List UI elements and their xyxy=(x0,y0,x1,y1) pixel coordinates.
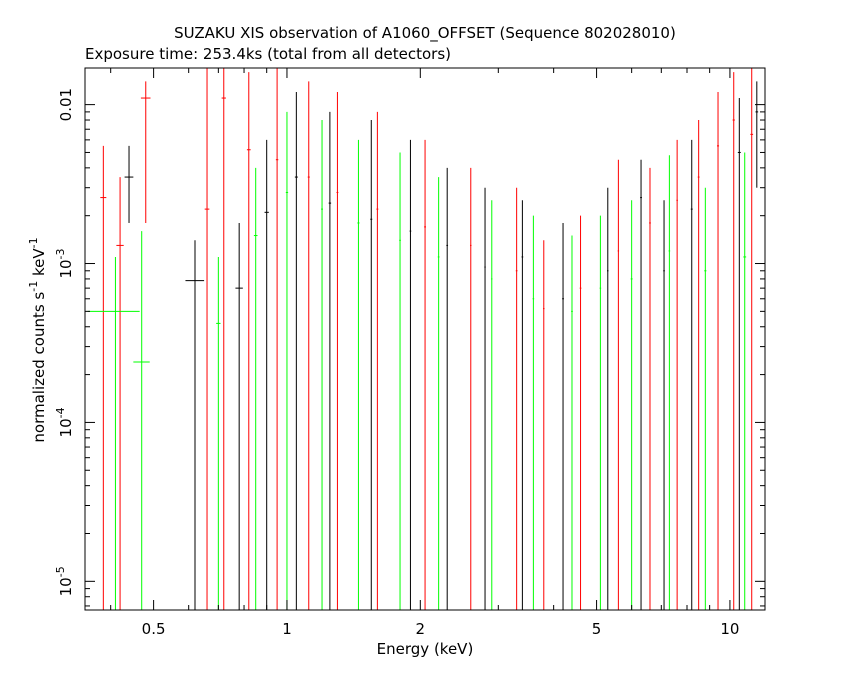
data-point xyxy=(376,111,379,610)
data-point xyxy=(204,68,210,610)
x-tick-label: 5 xyxy=(592,620,602,638)
data-point xyxy=(399,152,401,610)
y-axis-label-sup-2: -1 xyxy=(27,237,40,248)
x-tick-label: 0.5 xyxy=(142,620,166,638)
data-point xyxy=(294,92,298,610)
data-point xyxy=(617,159,620,610)
data-point xyxy=(755,81,759,188)
data-point xyxy=(116,177,124,610)
data-point xyxy=(185,240,205,610)
data-point xyxy=(697,120,700,610)
data-point xyxy=(321,120,323,610)
y-tick-label: 0.01 xyxy=(57,88,75,121)
plot-frame xyxy=(84,67,766,611)
y-tick-exponent: -5 xyxy=(54,566,67,577)
chart-subtitle: Exposure time: 253.4ks (total from all d… xyxy=(85,45,451,63)
y-tick-base: 10 xyxy=(57,418,75,437)
y-tick-exponent: -4 xyxy=(54,407,67,418)
x-axis-label: Energy (keV) xyxy=(377,640,474,658)
data-point xyxy=(87,256,140,610)
y-tick-base: 10 xyxy=(57,577,75,596)
y-tick-label: 10-4 xyxy=(54,407,75,437)
x-tick-label: 1 xyxy=(282,620,292,638)
data-point xyxy=(690,139,693,610)
data-point xyxy=(732,72,735,610)
data-point xyxy=(543,240,545,610)
data-point xyxy=(357,139,360,610)
data-point xyxy=(579,215,582,610)
data-point xyxy=(649,167,651,610)
data-point xyxy=(100,145,107,610)
data-point xyxy=(370,120,373,610)
series-1 xyxy=(100,68,754,610)
data-point xyxy=(484,187,486,610)
data-point xyxy=(515,187,518,610)
data-point xyxy=(737,98,741,610)
data-point xyxy=(246,72,251,610)
y-tick-exponent: -3 xyxy=(54,248,67,259)
data-point xyxy=(285,111,289,610)
data-point xyxy=(704,187,707,610)
x-tick-label: 10 xyxy=(720,620,739,638)
data-point xyxy=(571,235,573,610)
data-point xyxy=(676,139,678,610)
data-point xyxy=(140,81,151,223)
data-point xyxy=(275,68,279,610)
data-point xyxy=(716,92,720,610)
data-point xyxy=(124,145,134,223)
series-2 xyxy=(87,111,747,610)
data-point xyxy=(743,152,747,610)
data-point xyxy=(491,200,493,610)
data-point xyxy=(607,187,609,610)
data-point xyxy=(235,222,243,610)
data-point xyxy=(668,155,671,610)
data-point xyxy=(663,200,665,610)
x-tick-label: 2 xyxy=(416,620,426,638)
data-point xyxy=(470,167,472,610)
y-tick-base: 10 xyxy=(57,259,75,278)
data-point xyxy=(640,159,642,610)
y-axis-label-unit: keV xyxy=(30,248,48,281)
data-point xyxy=(437,177,440,610)
data-point xyxy=(336,92,339,610)
data-point xyxy=(133,231,150,610)
chart-title: SUZAKU XIS observation of A1060_OFFSET (… xyxy=(174,24,676,43)
data-point xyxy=(221,68,226,610)
y-tick-label: 10-5 xyxy=(54,566,75,596)
y-axis-label-main: normalized counts s xyxy=(30,292,48,443)
series-0 xyxy=(124,81,759,610)
y-axis-label-sup-1: -1 xyxy=(27,281,40,292)
data-point xyxy=(630,200,633,610)
data-point xyxy=(216,256,221,610)
data-point xyxy=(328,111,332,610)
data-point xyxy=(599,215,602,610)
data-point xyxy=(532,215,535,610)
data-layer xyxy=(87,68,759,610)
y-tick-label: 10-3 xyxy=(54,248,75,278)
data-point xyxy=(264,139,269,610)
data-point xyxy=(307,81,310,610)
data-point xyxy=(409,139,412,610)
data-point xyxy=(521,200,524,610)
data-point xyxy=(253,167,258,610)
data-point xyxy=(562,222,564,610)
y-axis-label: normalized counts s-1 keV-1 xyxy=(27,237,48,442)
data-point xyxy=(446,167,449,610)
data-point xyxy=(424,139,426,610)
data-point xyxy=(750,68,754,610)
